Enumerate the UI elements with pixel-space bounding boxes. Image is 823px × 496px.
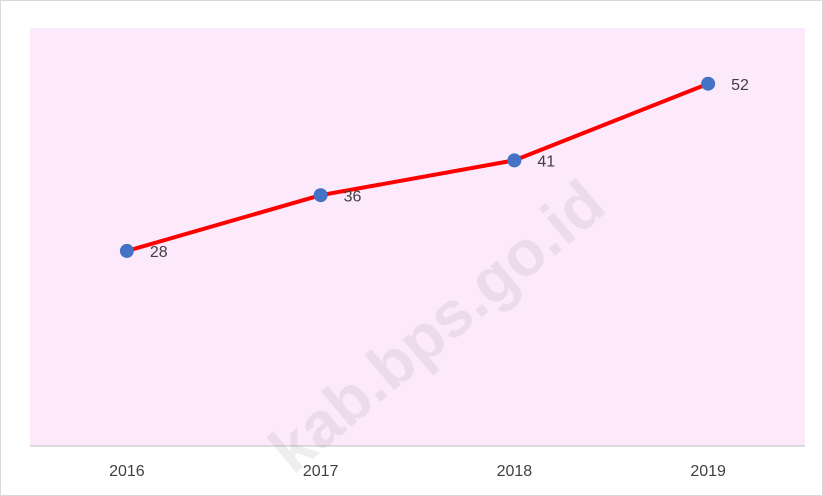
marker (119, 243, 134, 258)
marker (507, 153, 522, 168)
x-tick-label: 2018 (497, 463, 533, 480)
x-tick-label: 2016 (109, 463, 145, 480)
data-label: 28 (150, 244, 168, 261)
line (126, 81, 709, 253)
x-tick-label: 2019 (690, 463, 726, 480)
data-label: 36 (344, 188, 362, 205)
data-label: 41 (537, 154, 555, 171)
data-label: 52 (731, 77, 749, 94)
x-tick-label: 2017 (303, 463, 339, 480)
marker (313, 188, 328, 203)
marker (701, 76, 716, 91)
